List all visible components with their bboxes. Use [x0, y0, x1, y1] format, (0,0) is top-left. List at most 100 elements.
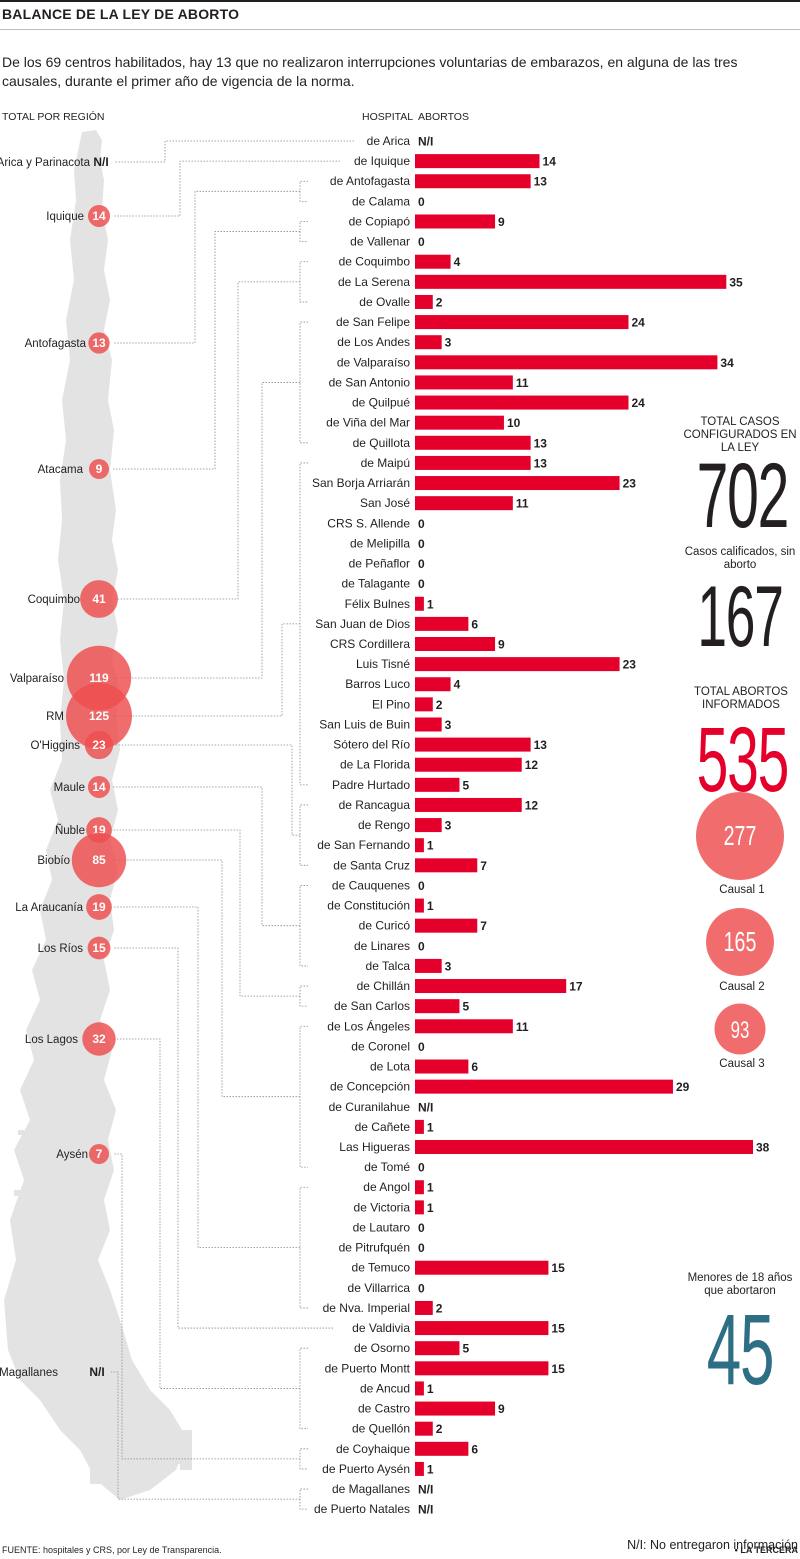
hospital-bar: [415, 174, 531, 189]
connector-line: [113, 859, 308, 1168]
hospital-label: de Calama: [352, 194, 410, 208]
connector-line: [113, 321, 308, 679]
hospital-label: de Ancud: [360, 1381, 410, 1395]
bar-value-label: 7: [480, 859, 487, 873]
hospital-bar: [415, 455, 531, 470]
region-bubble: [82, 1022, 116, 1056]
island-shape: [40, 1150, 50, 1158]
hospital-bar: [415, 1461, 424, 1476]
abortos-total-value: 535: [696, 709, 790, 811]
hospital-bar: [415, 697, 433, 712]
hospital-bar: [415, 918, 478, 933]
bar-value-label: 0: [418, 1221, 425, 1235]
bar-value-label: 38: [756, 1141, 770, 1155]
bar-value-label: 29: [676, 1080, 690, 1094]
hospital-label: de Osorno: [354, 1341, 410, 1355]
total-casos-label: TOTAL CASOS CONFIGURADOS EN LA LEY: [683, 416, 797, 454]
hospital-label: de Lautaro: [353, 1220, 411, 1234]
hospital-label: de Curicó: [359, 919, 411, 933]
hospital-label: de Antofagasta: [330, 174, 410, 188]
hospital-label: de San Fernando: [317, 838, 410, 852]
hospital-bar: [415, 616, 469, 631]
bar-value-label: 1: [427, 1382, 434, 1396]
hospital-label: San Borja Arriarán: [312, 476, 410, 490]
region-name-label: Magallanes: [0, 1367, 58, 1379]
causal-value-label: 277: [724, 821, 757, 852]
hospital-label: de Valdivia: [352, 1321, 410, 1335]
causal-1-label: Causal 1: [719, 884, 765, 896]
hospital-label: de Santa Cruz: [333, 858, 410, 872]
region-bubble: [84, 730, 114, 760]
region-bubble: [87, 775, 111, 799]
hospital-label: de Puerto Aysén: [322, 1462, 410, 1476]
hospital-bar: [415, 1059, 469, 1074]
region-name-label: Biobío: [37, 855, 70, 867]
island-shape: [22, 1240, 34, 1250]
hospital-label: de Cañete: [355, 1120, 411, 1134]
hospital-label: Félix Bulnes: [345, 597, 410, 611]
causal-value-label: 165: [724, 927, 757, 958]
bar-value-label: 11: [516, 376, 529, 390]
region-name-label: Atacama: [38, 464, 84, 476]
hospital-label: de Angol: [363, 1180, 410, 1194]
hospital-label: de Rancagua: [339, 798, 411, 812]
hospital-label: de San Antonio: [329, 375, 411, 389]
hospital-label: de Concepción: [330, 1080, 410, 1094]
region-value-label: 13: [92, 336, 106, 350]
hospital-label: CRS S. Allende: [327, 516, 410, 530]
region-value-label: 14: [92, 209, 106, 223]
total-casos-value: 702: [696, 445, 790, 547]
hospital-bar: [415, 958, 442, 973]
region-name-label: O'Higgins: [31, 740, 81, 752]
title-rule: [0, 29, 800, 30]
bar-value-label: 1: [427, 1181, 434, 1195]
bar-value-label: 0: [418, 235, 425, 249]
hospital-label: de Pitrufquén: [339, 1241, 410, 1255]
hospital-label: de Maipú: [361, 456, 410, 470]
hospital-bar: [415, 1361, 549, 1376]
hospital-bar: [415, 476, 620, 491]
bar-value-label: 1: [427, 1120, 434, 1134]
region-value-label: 15: [92, 941, 106, 955]
hospital-label: de Nva. Imperial: [323, 1301, 410, 1315]
hospital-label: de Quilpué: [352, 396, 410, 410]
hospital-bar: [415, 838, 424, 853]
bar-value-label: N/I: [418, 1100, 433, 1114]
region-value-label: 7: [96, 1147, 103, 1161]
region-name-label: Los Ríos: [38, 943, 84, 955]
hospital-label: San Luis de Buin: [319, 717, 410, 731]
region-value-label: 23: [92, 738, 106, 752]
hospital-bar: [415, 395, 629, 410]
island-shape: [30, 1100, 38, 1106]
island-shape: [90, 1470, 110, 1484]
connector-line: [113, 160, 340, 217]
chile-map: [4, 130, 192, 1500]
bar-value-label: 5: [462, 1000, 469, 1014]
bar-value-label: 9: [498, 215, 505, 229]
region-name-label: Maule: [54, 782, 85, 794]
hospital-label: de San Carlos: [334, 999, 410, 1013]
top-rule: [0, 0, 800, 2]
intro-text: De los 69 centros habilitados, hay 13 qu…: [2, 54, 738, 89]
region-value-label: 119: [89, 671, 109, 685]
region-bubble: [88, 332, 110, 354]
connector-line: [113, 744, 308, 866]
hospital-bar: [415, 717, 442, 732]
hospital-label: de Los Andes: [337, 335, 410, 349]
hospital-label: Las Higueras: [339, 1140, 410, 1154]
connector-line: [115, 140, 354, 163]
hospital-label: de Peñaflor: [349, 557, 410, 571]
hospital-bar: [415, 294, 433, 309]
hospital-label: El Pino: [372, 697, 410, 711]
hospital-label: de Victoria: [354, 1200, 411, 1214]
connector-line: [113, 906, 308, 1309]
hospital-bar: [415, 415, 504, 430]
hospital-bar: [415, 677, 451, 692]
hospital-label: de San Felipe: [336, 315, 410, 329]
island-shape: [14, 1190, 21, 1196]
bar-value-label: 1: [427, 597, 434, 611]
bar-value-label: 0: [418, 1040, 425, 1054]
bar-value-label: 2: [436, 295, 443, 309]
region-value-label: 9: [96, 462, 103, 476]
